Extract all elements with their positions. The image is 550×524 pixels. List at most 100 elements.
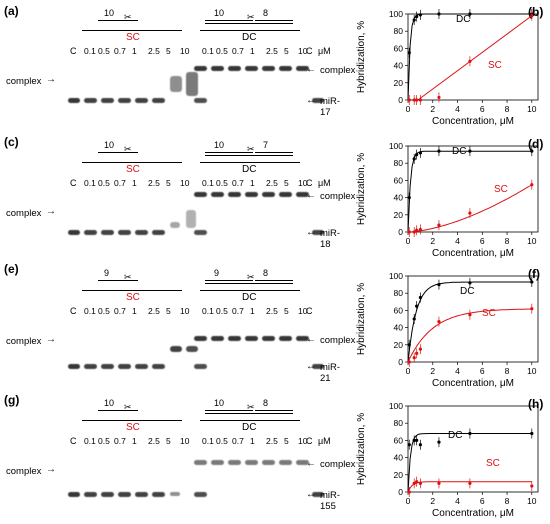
dc-series-label: DC [456, 14, 470, 25]
free-rna-band [84, 98, 97, 103]
dc-lane-label: 0.1 [202, 306, 214, 316]
complex-band [211, 336, 224, 341]
free-rna-band [170, 492, 180, 496]
dc-right-length-label: 7 [263, 140, 269, 150]
dc-group-label: DC [242, 422, 257, 433]
data-point [418, 151, 422, 155]
dc-group-label: DC [242, 164, 257, 175]
complex-band [245, 192, 258, 197]
x-tick-label: 4 [455, 104, 460, 114]
complex-band [211, 192, 224, 197]
data-point [415, 14, 419, 19]
arrow-icon: → [46, 206, 56, 217]
x-tick-label: 4 [455, 366, 460, 376]
complex-label-left: complex [6, 336, 42, 347]
complex-label-left: complex [6, 76, 42, 87]
dc-bracket [200, 420, 300, 421]
dc-lane-label: 5 [284, 46, 289, 56]
hybridization-chart-3: (h) 0 20 40 60 80 100 0 2 4 6 8 10 Concentration, μM H… [356, 397, 543, 519]
arrow-icon: → [46, 464, 56, 475]
dc-left-length-label: 10 [214, 140, 225, 150]
sc-lane-label: 0.5 [98, 46, 110, 56]
complex-band [228, 66, 241, 71]
arrow-icon: → [46, 74, 56, 85]
data-point [418, 13, 422, 17]
dc-series-label: DC [452, 146, 466, 157]
arrow-icon: ← [306, 489, 316, 500]
sc-series-label: SC [488, 60, 502, 71]
x-tick-label: 0 [406, 496, 411, 506]
dc-oligo-line-under [205, 155, 293, 156]
dc-bracket [200, 162, 300, 163]
complex-label-left: complex [6, 466, 42, 477]
complex-band [228, 192, 241, 197]
sc-bracket [82, 420, 182, 421]
y-tick-label: 80 [394, 158, 404, 168]
complex-band [228, 460, 241, 465]
y-tick-label: 20 [394, 470, 404, 480]
dc-oligo-line-under [205, 283, 293, 284]
x-tick-label: 2 [430, 236, 435, 246]
data-point [412, 18, 416, 22]
dc-lane-label: 0.5 [216, 46, 228, 56]
data-point [415, 438, 419, 442]
dc-oligo-line-left [205, 20, 253, 21]
y-tick-label: 40 [394, 61, 404, 71]
sc-series-label: SC [482, 308, 496, 319]
arrow-icon: ← [306, 227, 316, 238]
sc-lane-label: 2.5 [148, 306, 160, 316]
data-point [418, 347, 422, 351]
hybridization-chart-1: (d) 0 20 40 60 80 100 0 2 4 6 8 10 Concentration, μM H… [356, 137, 543, 259]
sc-bracket [82, 162, 182, 163]
complex-band [245, 460, 258, 465]
complex-band [186, 72, 198, 96]
data-point [530, 14, 534, 18]
complex-band [211, 460, 224, 465]
sc-lane-label: 10 [180, 46, 190, 56]
free-rna-band [194, 230, 207, 235]
dc-lane-label: 0.5 [216, 436, 228, 446]
x-tick-label: 6 [480, 366, 485, 376]
x-tick-label: 6 [480, 496, 485, 506]
y-tick-label: 80 [394, 26, 404, 36]
dc-oligo-line-right [255, 280, 293, 281]
data-point [418, 295, 422, 300]
chart-panel-label: (f) [528, 267, 540, 281]
complex-band [296, 192, 309, 197]
data-point [437, 12, 441, 16]
data-point [407, 98, 411, 102]
sc-lane-label: 0.1 [84, 306, 96, 316]
complex-band [262, 460, 275, 465]
free-rna-band [152, 98, 165, 103]
sc-lane-label: 2.5 [148, 46, 160, 56]
dc-lane-label: 10 [298, 436, 308, 446]
target-label: miR-18 [320, 228, 341, 250]
scissors-icon: ✂ [124, 144, 132, 154]
free-rna-band [152, 492, 165, 497]
dc-lane-label: 0.1 [202, 46, 214, 56]
data-point [415, 351, 419, 355]
dc-lane-label: 2.5 [266, 306, 278, 316]
data-point [407, 360, 411, 364]
y-tick-label: 60 [394, 305, 404, 315]
y-tick-label: 0 [398, 227, 403, 237]
data-point [437, 223, 441, 227]
x-tick-label: 10 [527, 104, 537, 114]
free-rna-band [68, 364, 80, 369]
sc-lane-label: 1 [132, 306, 137, 316]
dc-right-length-label: 8 [263, 268, 269, 278]
sc-group-label: SC [126, 422, 140, 433]
complex-band [296, 460, 309, 465]
sc-series-label: SC [494, 184, 508, 195]
scissors-icon: ✂ [124, 402, 132, 412]
free-rna-band [68, 230, 80, 235]
sc-oligo-line [98, 280, 138, 281]
data-point [530, 484, 534, 488]
y-tick-label: 40 [394, 453, 404, 463]
free-rna-band [101, 98, 114, 103]
x-axis-label: Concentration, μM [432, 378, 514, 389]
dc-series-label: DC [460, 286, 474, 297]
data-point [407, 443, 411, 447]
dc-bracket [200, 290, 300, 291]
complex-band [262, 66, 275, 71]
